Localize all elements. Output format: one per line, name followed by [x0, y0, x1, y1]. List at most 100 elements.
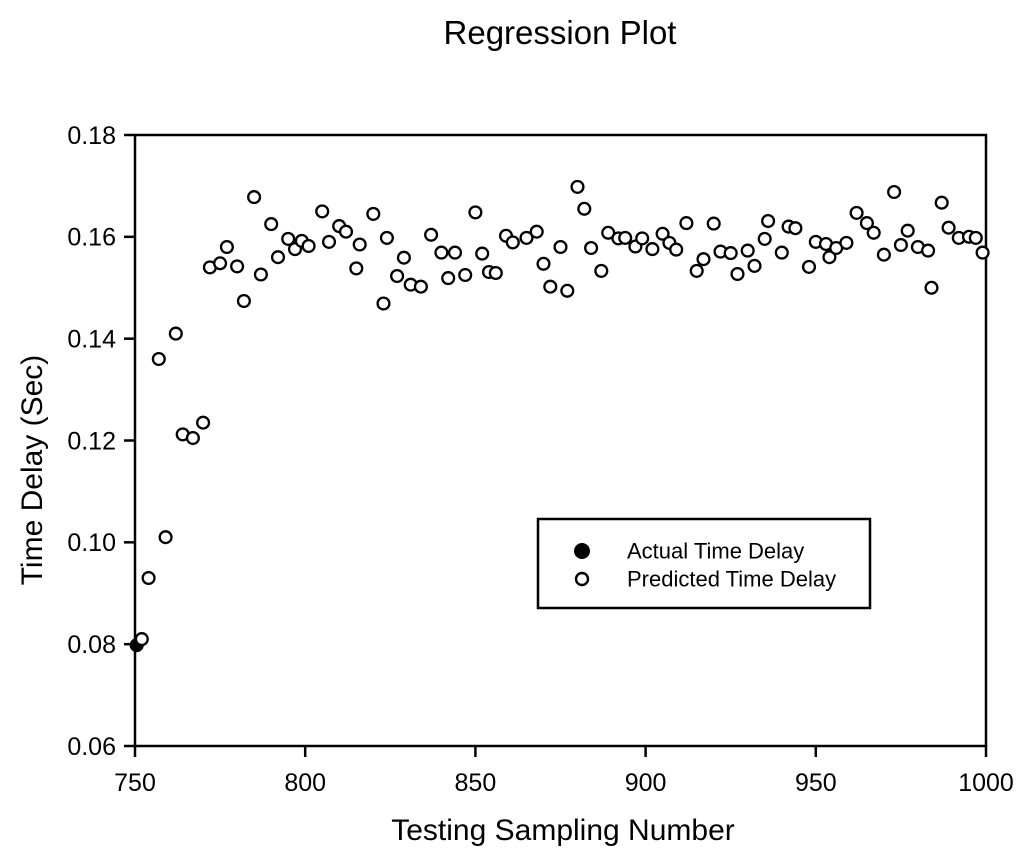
data-point-predicted — [213, 256, 228, 271]
data-point-predicted — [315, 204, 330, 219]
y-tick-label: 0.08 — [67, 631, 116, 659]
chart-title: Regression Plot — [444, 14, 677, 51]
data-point-predicted — [774, 245, 789, 260]
data-point-predicted — [577, 201, 592, 216]
data-point-predicted — [635, 231, 650, 246]
data-point-predicted — [390, 268, 405, 284]
data-point-predicted — [158, 530, 173, 545]
data-point-predicted — [900, 223, 915, 238]
data-point-predicted — [196, 415, 211, 430]
data-point-predicted — [839, 235, 854, 250]
data-point-predicted — [301, 238, 316, 254]
x-tick-label: 900 — [625, 769, 667, 797]
data-point-predicted — [488, 265, 503, 281]
data-point-predicted — [706, 216, 721, 231]
legend-label-actual: Actual Time Delay — [627, 539, 804, 564]
y-tick-label: 0.18 — [67, 122, 116, 150]
y-axis-ticks: 0.06 0.08 0.10 0.12 0.14 0.16 0.18 — [67, 122, 135, 761]
data-point-predicted — [168, 326, 183, 341]
data-point-predicted — [740, 243, 755, 258]
data-point-predicted — [968, 230, 983, 245]
data-point-predicted — [441, 271, 456, 286]
data-points-layer — [129, 179, 990, 653]
legend-marker-predicted-icon — [574, 571, 590, 587]
data-point-predicted — [151, 351, 166, 367]
data-point-predicted — [396, 250, 411, 265]
data-point-predicted — [447, 245, 463, 260]
data-point-predicted — [247, 190, 262, 205]
data-point-predicted — [975, 245, 990, 260]
data-point-predicted — [376, 296, 391, 311]
data-point-predicted — [788, 221, 803, 236]
data-point-predicted — [366, 206, 381, 221]
data-point-predicted — [887, 184, 902, 200]
x-tick-label: 750 — [114, 769, 156, 797]
data-point-predicted — [876, 247, 891, 262]
y-tick-label: 0.12 — [67, 427, 116, 455]
data-point-predicted — [822, 250, 837, 265]
data-point-predicted — [934, 195, 949, 210]
data-point-predicted — [849, 205, 864, 220]
data-point-predicted — [519, 230, 534, 245]
data-point-predicted — [475, 246, 490, 261]
data-point-predicted — [594, 263, 609, 278]
data-point-predicted — [669, 242, 684, 257]
x-tick-label: 1000 — [958, 769, 1014, 797]
data-point-predicted — [458, 267, 473, 283]
data-point-predicted — [505, 235, 520, 250]
x-tick-label: 850 — [455, 769, 497, 797]
data-point-predicted — [349, 261, 364, 276]
y-axis-title: Time Delay (Sec) — [16, 355, 49, 586]
x-axis-ticks: 750 800 850 900 950 1000 — [114, 746, 1014, 797]
data-point-predicted — [185, 430, 200, 446]
data-point-predicted — [379, 230, 394, 245]
data-point-predicted — [723, 246, 738, 261]
y-tick-label: 0.16 — [67, 224, 116, 252]
data-point-predicted — [570, 179, 585, 194]
y-tick-label: 0.06 — [67, 733, 116, 761]
y-tick-label: 0.14 — [67, 325, 116, 353]
data-point-predicted — [321, 234, 337, 249]
data-point-predicted — [757, 231, 772, 246]
data-point-predicted — [434, 245, 449, 260]
data-point-predicted — [141, 570, 156, 586]
legend-box — [536, 517, 872, 610]
data-point-predicted — [264, 217, 279, 232]
data-point-predicted — [536, 256, 551, 271]
data-point-predicted — [560, 283, 575, 298]
data-point-predicted — [761, 213, 776, 229]
data-point-predicted — [584, 240, 599, 256]
data-point-predicted — [134, 632, 149, 647]
data-point-predicted — [424, 227, 439, 242]
data-point-predicted — [924, 280, 939, 295]
data-point-predicted — [801, 259, 817, 274]
data-point-predicted — [645, 242, 660, 257]
data-point-predicted — [730, 266, 745, 282]
data-point-predicted — [747, 258, 762, 273]
data-point-predicted — [618, 230, 633, 245]
data-point-predicted — [893, 237, 908, 253]
data-point-predicted — [553, 239, 568, 255]
data-point-predicted — [529, 224, 544, 239]
data-point-predicted — [679, 216, 694, 231]
legend: Actual Time Delay Predicted Time Delay — [536, 517, 872, 610]
data-point-predicted — [352, 237, 367, 252]
x-axis-title: Testing Sampling Number — [391, 814, 735, 847]
x-tick-label: 800 — [284, 769, 326, 797]
data-point-predicted — [253, 267, 268, 282]
data-point-predicted — [859, 216, 874, 231]
data-point-predicted — [601, 225, 616, 240]
data-point-predicted — [236, 293, 251, 309]
data-point-predicted — [468, 205, 483, 220]
data-point-predicted — [866, 225, 881, 240]
data-point-predicted — [941, 220, 956, 235]
data-point-predicted — [413, 279, 428, 294]
plot-border — [133, 133, 988, 748]
legend-label-predicted: Predicted Time Delay — [627, 567, 836, 592]
legend-marker-actual-icon — [574, 543, 590, 559]
data-point-predicted — [281, 231, 296, 246]
data-point-predicted — [696, 252, 711, 267]
data-point-predicted — [219, 239, 234, 255]
